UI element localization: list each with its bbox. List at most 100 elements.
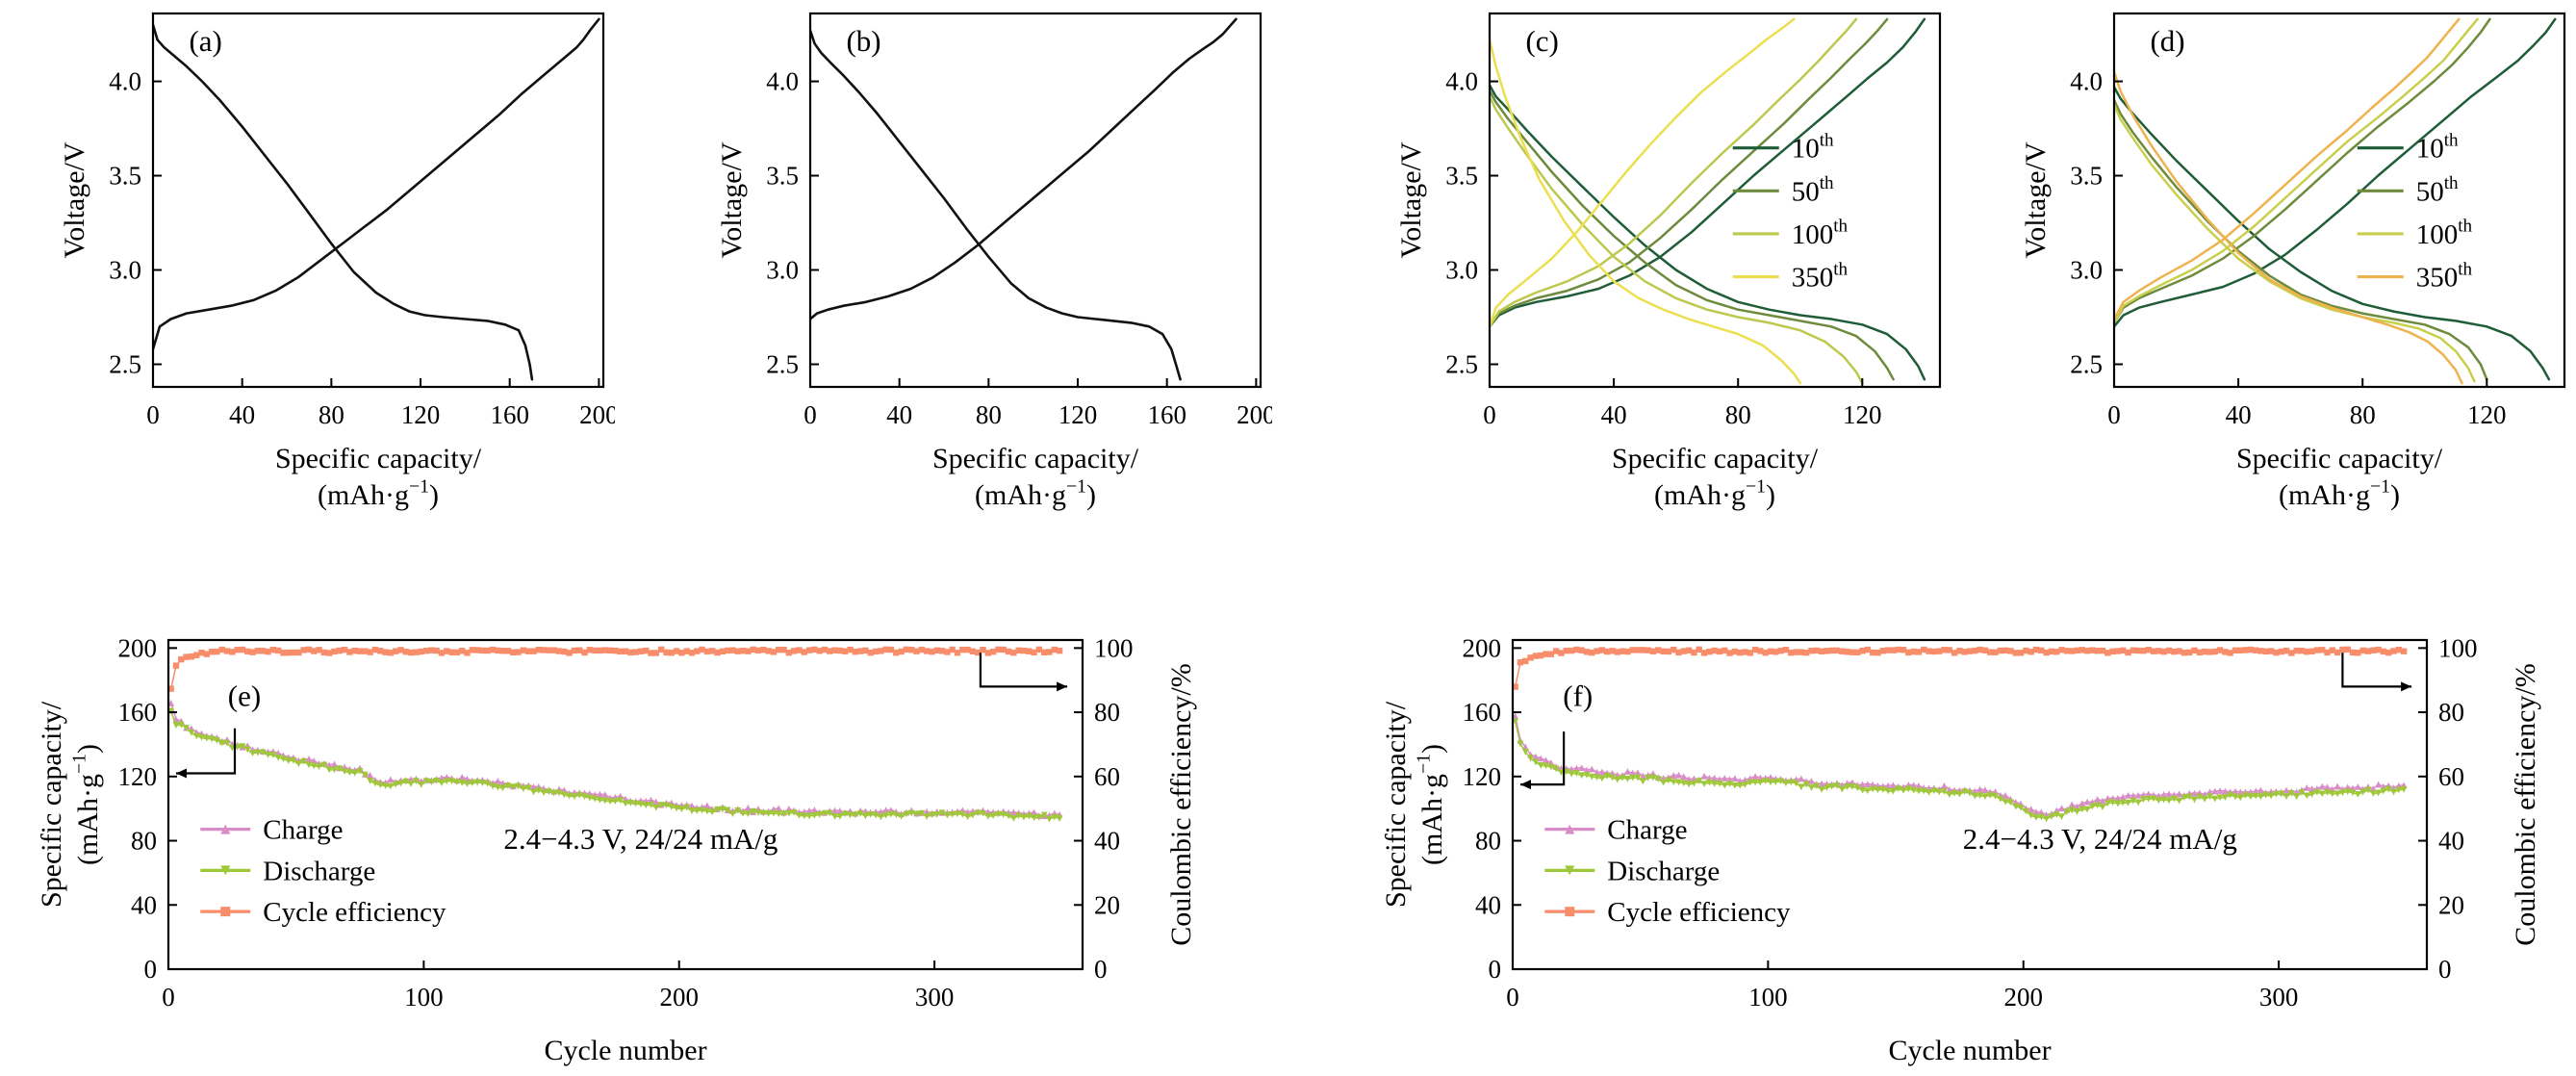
legend-label: Charge <box>263 815 343 846</box>
x-tick-label: 40 <box>1601 400 1627 429</box>
panel-c-svg: 0 40 80 120 2.5 3.0 3.5 4.0 Voltage/V Specific ca… <box>1395 12 1942 511</box>
series-cycle50-discharge <box>1490 90 1895 381</box>
y-tick-label: 200 <box>118 633 158 662</box>
y-right-tick-label: 0 <box>2438 955 2452 984</box>
y-tick-label: 3.5 <box>2070 162 2103 191</box>
y-right-tick-label: 100 <box>1094 633 1134 662</box>
panel-d-svg: 0 40 80 120 2.5 3.0 3.5 4.0 Voltage/V Specific ca… <box>2020 12 2566 511</box>
panel-b-svg: 0 40 80 120 160 200 2.5 3.0 3.5 4.0 Voltage/V Speci… <box>716 12 1276 511</box>
axes-frame <box>166 638 1084 971</box>
legend-label: Discharge <box>1607 856 1720 886</box>
y-right-axis-label: Coulombic efficiency/% <box>1165 663 1197 946</box>
x-tick-label: 160 <box>1147 400 1186 429</box>
x-tick-label: 0 <box>162 983 175 1012</box>
x-tick-label: 0 <box>803 400 817 429</box>
x-tick-label: 80 <box>2350 400 2376 429</box>
axis-pointer <box>176 728 237 775</box>
series-cycle10-charge <box>1490 17 1926 328</box>
y-tick-label: 0 <box>1489 955 1502 984</box>
axis-pointer <box>1520 731 1566 786</box>
y-axis-label: Voltage/V <box>716 141 748 258</box>
legend-label: 350th <box>2416 259 2473 293</box>
y-tick-label: 120 <box>118 762 158 791</box>
x-tick-label: 0 <box>2107 400 2121 429</box>
x-tick-label: 80 <box>976 400 1002 429</box>
y-tick-label: 200 <box>1463 633 1502 662</box>
series-cycle50-charge <box>2114 17 2491 324</box>
x-tick-label: 100 <box>1748 983 1788 1012</box>
series-charge <box>153 17 600 351</box>
y-axis-label-line2: (mAh·g−1) <box>1413 744 1448 865</box>
axis-pointer <box>2341 653 2412 688</box>
axes-frame <box>151 12 605 389</box>
x-tick-label: 40 <box>2226 400 2252 429</box>
legend-label: 100th <box>1792 217 1849 250</box>
y-tick-label: 80 <box>131 827 157 856</box>
y-tick-label: 3.0 <box>1445 256 1478 285</box>
panel-a-svg: 0 40 80 120 160 200 2.5 3.0 3.5 4.0 Voltage/V Speci… <box>59 12 619 511</box>
legend-label: 10th <box>2416 131 2459 165</box>
y-tick-label: 3.5 <box>109 162 141 191</box>
x-tick-label: 200 <box>2003 983 2043 1012</box>
x-tick-label: 300 <box>2259 983 2299 1012</box>
y-tick-label: 3.0 <box>2070 256 2103 285</box>
legend-label: 50th <box>2416 173 2459 207</box>
x-axis-label: Cycle number <box>1888 1035 2051 1066</box>
axis-pointer <box>979 653 1068 688</box>
y-right-tick-label: 100 <box>2438 633 2478 662</box>
series-cycle100-discharge <box>1490 94 1864 385</box>
series-group <box>168 646 1063 823</box>
x-tick-label: 300 <box>915 983 955 1012</box>
y-tick-label: 2.5 <box>766 349 799 378</box>
y-axis-label: Voltage/V <box>59 141 90 258</box>
y-right-tick-label: 60 <box>1094 762 1120 791</box>
y-axis-label: Voltage/V <box>2020 141 2052 258</box>
x-tick-label: 40 <box>229 400 255 429</box>
series-discharge <box>1514 720 2405 820</box>
panel-a-chart: 0 40 80 120 160 200 2.5 3.0 3.5 4.0 Voltage/V Speci… <box>52 0 619 568</box>
panel-e-svg: 0 100 200 300 0 40 80 120 160 200 0 20 40 60 80 100 Spec… <box>36 633 1197 1066</box>
x-axis-label-line2: (mAh·g−1) <box>1654 475 1775 511</box>
x-tick-label: 100 <box>404 983 444 1012</box>
x-tick-label: 200 <box>659 983 699 1012</box>
series-cycle-efficiency <box>169 649 1060 690</box>
x-tick-label: 80 <box>1725 400 1751 429</box>
x-tick-label: 120 <box>1843 400 1882 429</box>
x-tick-label: 160 <box>490 400 529 429</box>
y-tick-label: 2.5 <box>109 349 141 378</box>
series-charge <box>1514 715 2405 816</box>
axes-frame <box>1511 638 2429 971</box>
y-tick-label: 4.0 <box>1445 67 1478 96</box>
x-axis-label-line2: (mAh·g−1) <box>2279 475 2400 511</box>
panel-label: (d) <box>2150 24 2184 58</box>
y-right-tick-label: 20 <box>1094 890 1120 919</box>
panel-label: (a) <box>189 24 221 58</box>
y-tick-label: 2.5 <box>1445 349 1478 378</box>
axis-pointer-arrowhead <box>175 768 187 779</box>
y-tick-label: 2.5 <box>2070 349 2103 378</box>
axes-frame <box>1488 12 1942 389</box>
y-axis-label-line1: Specific capacity/ <box>1380 701 1412 908</box>
legend-label: 350th <box>1792 259 1849 293</box>
panel-label: (e) <box>228 679 261 712</box>
x-tick-label: 120 <box>2467 400 2507 429</box>
y-axis-label: Voltage/V <box>1395 141 1427 258</box>
y-right-axis-label: Coulombic efficiency/% <box>2510 663 2541 946</box>
panel-c-chart: 0 40 80 120 2.5 3.0 3.5 4.0 Voltage/V Specific ca… <box>1389 0 1951 568</box>
x-tick-label: 0 <box>1506 983 1519 1012</box>
y-right-tick-label: 0 <box>1094 955 1108 984</box>
series-discharge <box>153 23 534 381</box>
x-tick-label: 200 <box>579 400 615 429</box>
y-tick-label: 3.5 <box>766 162 799 191</box>
series-cycle-efficiency <box>1514 649 2405 688</box>
series-group <box>153 17 600 381</box>
y-tick-label: 160 <box>118 698 158 727</box>
y-tick-label: 4.0 <box>109 67 141 96</box>
x-tick-label: 120 <box>401 400 441 429</box>
x-tick-label: 40 <box>886 400 912 429</box>
legend-label: 10th <box>1792 131 1834 165</box>
y-right-tick-label: 20 <box>2438 890 2464 919</box>
x-axis-label-line1: Specific capacity/ <box>932 443 1139 474</box>
x-axis-label-line1: Specific capacity/ <box>1612 443 1819 474</box>
